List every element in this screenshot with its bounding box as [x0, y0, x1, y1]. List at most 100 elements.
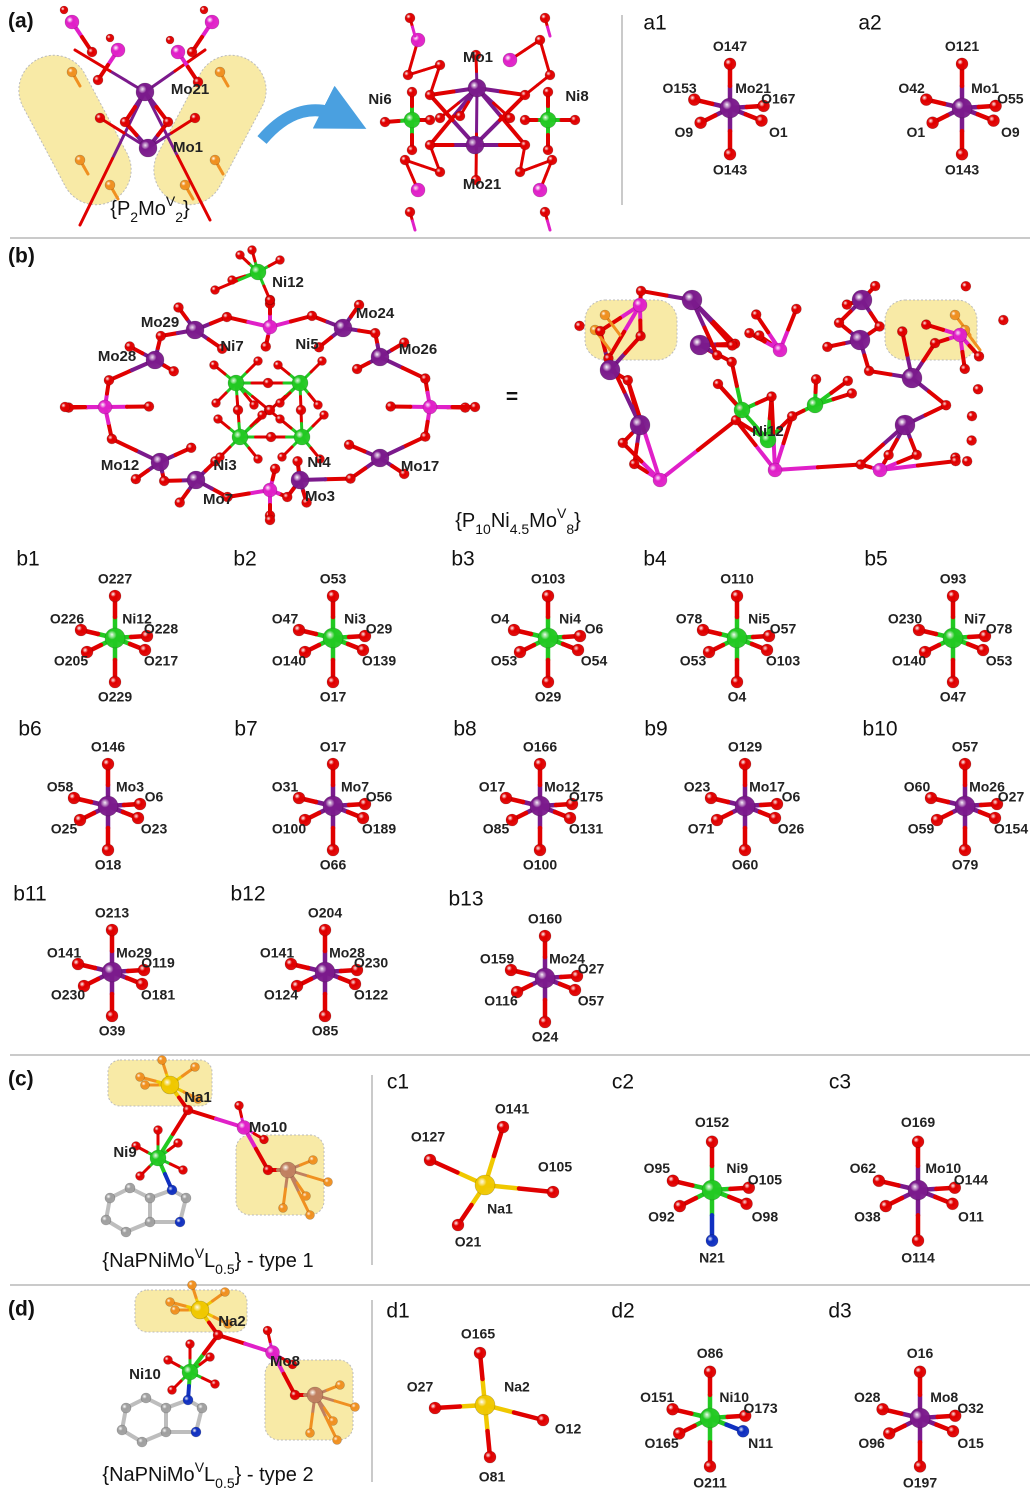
- atom: [370, 328, 380, 338]
- ligand-label: O119: [141, 955, 175, 971]
- formula-part: Ni: [491, 510, 510, 532]
- ligand-label: O159: [480, 951, 514, 967]
- ligand-label: O47: [940, 689, 967, 705]
- atom: [667, 1175, 679, 1187]
- ligand-label: O141: [47, 945, 81, 961]
- atom: [811, 374, 821, 384]
- ligand-label: O131: [569, 821, 603, 837]
- ligand-label: O6: [585, 621, 604, 637]
- atom: [146, 351, 164, 369]
- atom: [154, 1126, 163, 1135]
- ligand-label: O197: [903, 1475, 937, 1490]
- ligand-label: O143: [945, 162, 979, 178]
- bond: [918, 461, 956, 465]
- figure-id: c1: [387, 1071, 409, 1094]
- ligand-label: O175: [569, 789, 603, 805]
- atom: [424, 1154, 436, 1166]
- atom: [324, 1178, 333, 1187]
- atom: [106, 34, 114, 42]
- atom-label: Mo3: [305, 488, 335, 505]
- atom: [250, 401, 259, 410]
- atom: [704, 1460, 716, 1472]
- atom: [150, 1150, 166, 1166]
- atom: [111, 43, 125, 57]
- ligand-label: O167: [761, 90, 795, 106]
- atom: [435, 167, 445, 177]
- figure: (a)(b)(c)(d)Mo21Mo1{P2MoV2}Mo1Ni6Ni8Mo21…: [0, 0, 1036, 1490]
- atom: [291, 471, 309, 489]
- formula-part: Mo: [529, 510, 557, 532]
- atom: [105, 628, 125, 648]
- atom: [754, 330, 764, 340]
- atom: [967, 411, 977, 421]
- atom: [306, 1429, 315, 1438]
- bond: [698, 420, 736, 450]
- center-label: Ni7: [964, 611, 986, 627]
- atom: [768, 463, 782, 477]
- atom: [292, 375, 308, 391]
- atom: [141, 1393, 151, 1403]
- atom: [296, 405, 306, 415]
- atom: [475, 1395, 495, 1415]
- atom-label: Mo28: [98, 348, 136, 365]
- ligand-label: O66: [320, 857, 347, 873]
- atom: [159, 476, 169, 486]
- atom: [254, 455, 263, 464]
- ligand-label: O166: [523, 739, 557, 755]
- formula-part: L: [204, 1250, 215, 1272]
- atom-label: Ni10: [129, 1366, 161, 1383]
- atom: [497, 1121, 509, 1133]
- atom: [943, 628, 963, 648]
- atom: [319, 924, 331, 936]
- atom: [623, 375, 633, 385]
- ligand-label: O93: [940, 571, 967, 587]
- ligand-label: O165: [461, 1326, 495, 1342]
- ligand-label: O205: [54, 653, 88, 669]
- ligand-label: O127: [411, 1129, 445, 1145]
- figure-id: a2: [858, 12, 881, 35]
- atom-label: Ni6: [368, 91, 391, 108]
- atom: [263, 1326, 272, 1335]
- atom-label: Ni5: [295, 336, 318, 353]
- ligand-label: O12: [555, 1421, 582, 1437]
- atom: [870, 281, 880, 291]
- atom: [182, 1364, 198, 1380]
- atom: [600, 310, 610, 320]
- ligand-label: O4: [491, 611, 510, 627]
- ligand-label: O228: [144, 621, 178, 637]
- atom: [850, 330, 870, 350]
- bond: [548, 221, 551, 230]
- atom: [265, 515, 275, 525]
- atom: [276, 415, 285, 424]
- ligand-label: O160: [528, 911, 562, 927]
- atom: [967, 436, 977, 446]
- ligand-label: O98: [752, 1208, 779, 1224]
- atom: [470, 402, 480, 412]
- atom: [455, 111, 465, 121]
- atom: [314, 401, 323, 410]
- atom: [540, 112, 556, 128]
- ligand-label: O116: [484, 993, 518, 1009]
- ligand-label: O144: [954, 1172, 988, 1188]
- atom: [400, 155, 410, 165]
- atom: [475, 1175, 495, 1195]
- panel-label: (c): [8, 1068, 34, 1091]
- ligand-label: O57: [952, 739, 979, 755]
- formula-part: } - type 2: [235, 1464, 314, 1486]
- atom: [842, 300, 852, 310]
- ligand-label: O141: [495, 1101, 529, 1117]
- atom: [109, 676, 121, 688]
- center-label: Na1: [487, 1201, 513, 1217]
- atom: [221, 1288, 230, 1297]
- atom: [171, 45, 185, 59]
- atom: [405, 207, 415, 217]
- atom: [212, 399, 221, 408]
- ligand-label: O9: [1001, 124, 1020, 140]
- atom: [674, 1200, 686, 1212]
- atom: [294, 429, 310, 445]
- ligand-label: O39: [99, 1023, 126, 1039]
- atom: [702, 1180, 722, 1200]
- figure-id: d3: [828, 1300, 851, 1323]
- atom: [167, 1185, 177, 1195]
- atom-label: Mo21: [171, 81, 209, 98]
